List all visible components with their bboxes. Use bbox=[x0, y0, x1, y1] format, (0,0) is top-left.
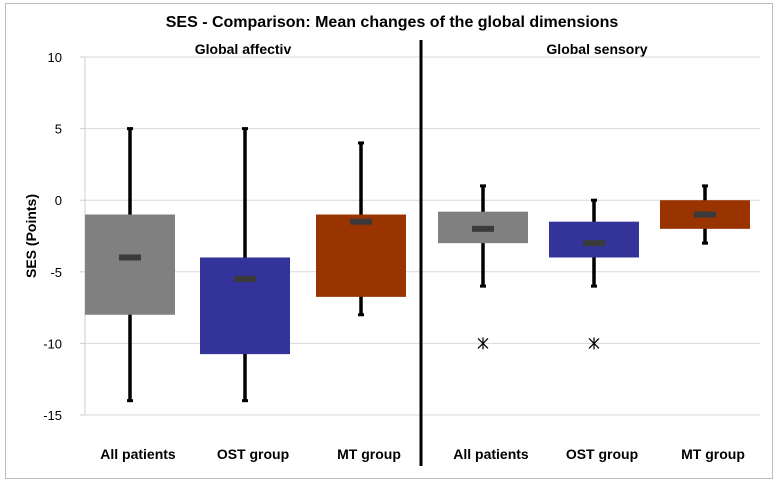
box-body bbox=[316, 214, 406, 297]
mean-marker bbox=[119, 254, 141, 261]
mean-marker bbox=[583, 240, 605, 247]
category-label: MT group bbox=[337, 446, 401, 462]
mean-marker bbox=[234, 275, 256, 282]
category-label: OST group bbox=[217, 446, 289, 462]
chart-frame bbox=[5, 3, 773, 479]
y-axis-label: SES (Points) bbox=[23, 194, 39, 278]
box-body bbox=[200, 257, 290, 355]
category-label: All patients bbox=[453, 446, 529, 462]
y-tick-label: -5 bbox=[50, 265, 62, 280]
category-label: MT group bbox=[681, 446, 745, 462]
mean-marker bbox=[694, 211, 716, 218]
outlier-marker bbox=[477, 337, 489, 350]
box-body bbox=[549, 221, 639, 258]
chart-title: SES - Comparison: Mean changes of the gl… bbox=[166, 14, 619, 31]
box-sensory-mt-group bbox=[660, 184, 750, 245]
y-tick-label: -10 bbox=[43, 336, 62, 351]
box-affective-mt-group bbox=[316, 141, 406, 317]
y-tick-label: -15 bbox=[43, 408, 62, 423]
panel-title-affective: Global affectiv bbox=[195, 41, 292, 57]
box-body bbox=[85, 214, 175, 315]
mean-marker bbox=[350, 218, 372, 225]
box-affective-all-patients bbox=[85, 127, 175, 403]
mean-marker bbox=[472, 225, 494, 232]
panel-title-sensory: Global sensory bbox=[546, 41, 647, 57]
outlier-marker bbox=[588, 337, 600, 350]
category-label: All patients bbox=[100, 446, 176, 462]
box-affective-ost-group bbox=[200, 127, 290, 403]
box-sensory-ost-group bbox=[549, 198, 639, 350]
y-tick-label: 0 bbox=[55, 193, 62, 208]
category-label: OST group bbox=[566, 446, 638, 462]
y-tick-label: 10 bbox=[48, 50, 62, 65]
box-sensory-all-patients bbox=[438, 184, 528, 350]
y-tick-label: 5 bbox=[55, 122, 62, 137]
